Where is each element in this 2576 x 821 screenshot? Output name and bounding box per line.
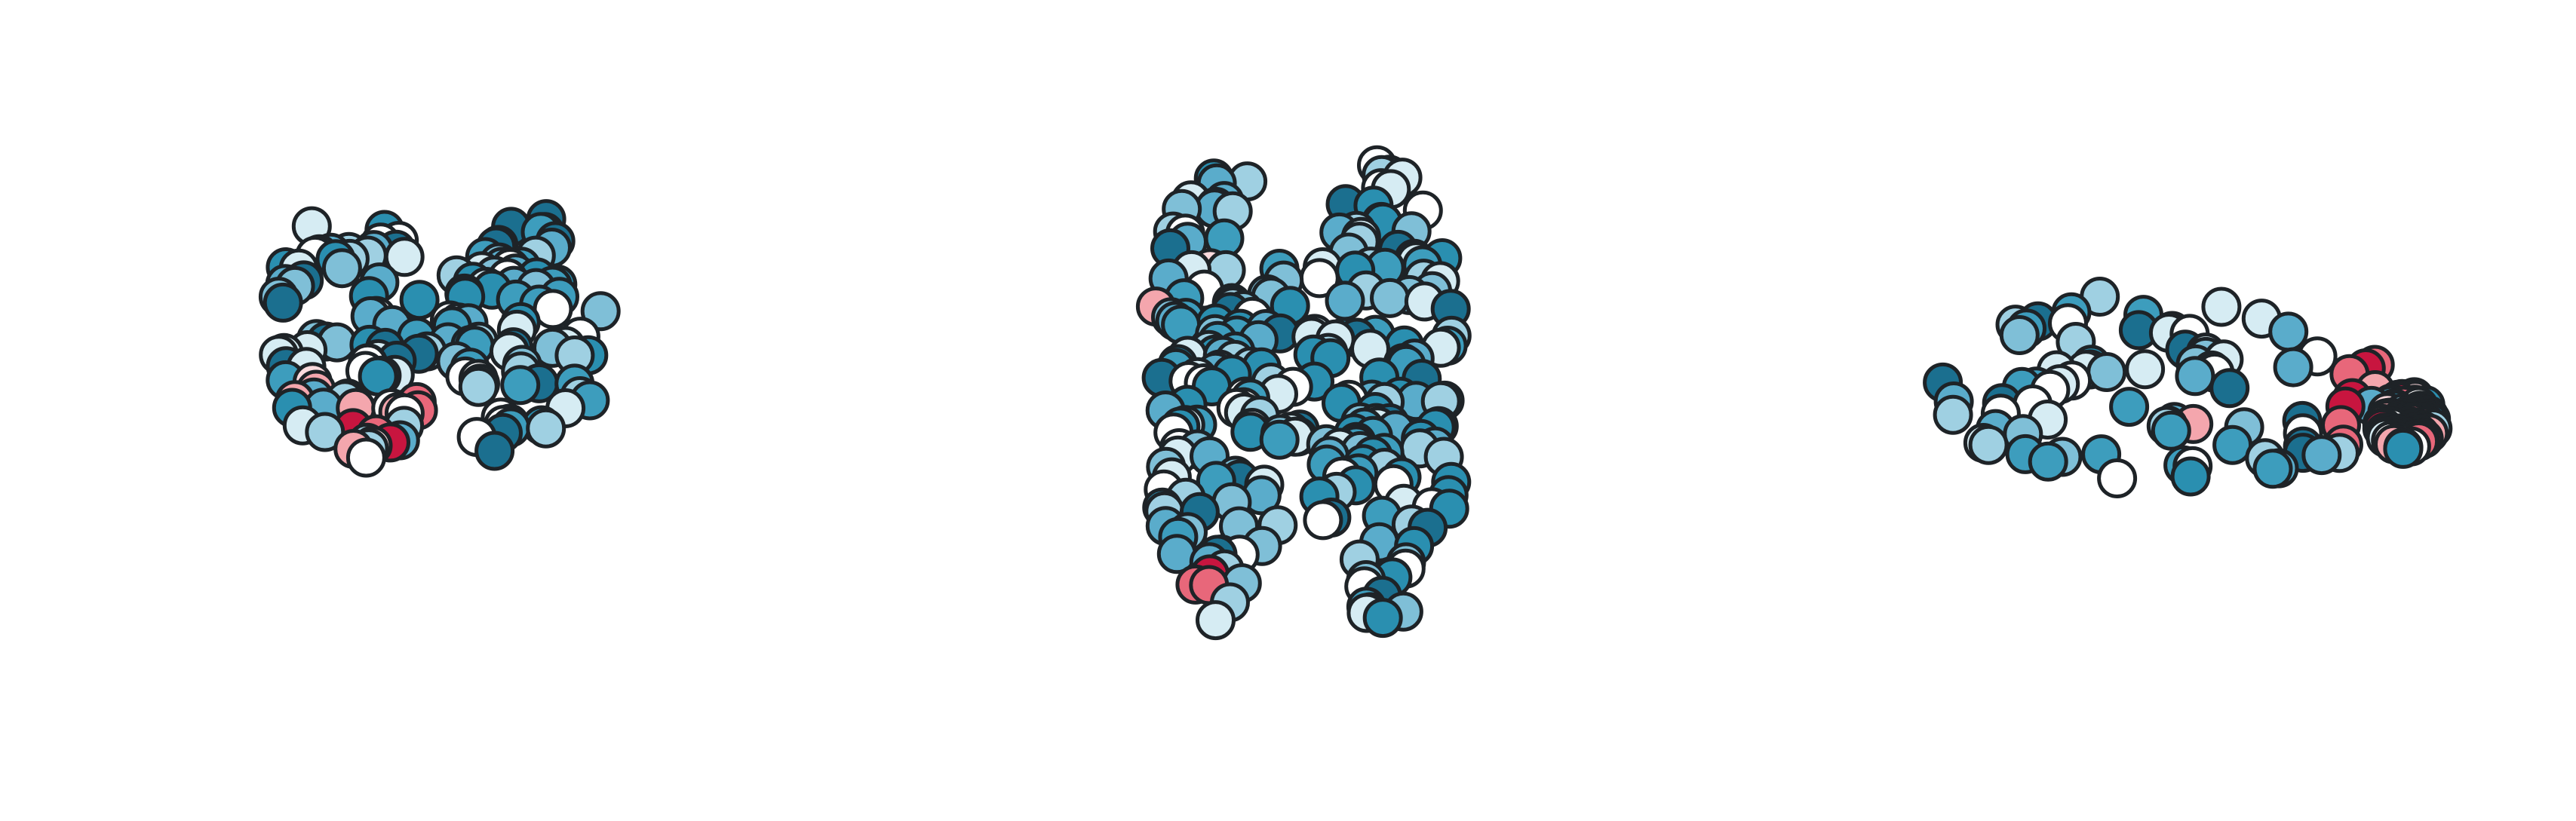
node-marker	[2175, 356, 2215, 397]
node-marker	[458, 366, 499, 407]
coronal-view	[258, 199, 621, 478]
node-marker	[2125, 349, 2166, 390]
node-marker	[1325, 280, 1365, 321]
node-marker	[2170, 456, 2211, 497]
node-marker	[2301, 435, 2342, 476]
node-marker	[2086, 352, 2127, 392]
node-marker	[2209, 368, 2250, 409]
sagittal-view	[1923, 277, 2453, 498]
node-marker	[1933, 394, 1973, 435]
node-marker	[1259, 419, 1300, 460]
node-marker	[2151, 410, 2191, 451]
node-marker	[2383, 428, 2424, 469]
node-marker	[2273, 347, 2313, 388]
node-marker	[1370, 277, 1410, 318]
node-marker	[1999, 315, 2040, 355]
node-marker	[2268, 311, 2309, 352]
node-marker	[526, 408, 566, 449]
node-marker	[474, 430, 515, 471]
node-marker	[1362, 598, 1403, 639]
node-marker	[2097, 458, 2138, 498]
node-marker	[500, 365, 541, 406]
node-marker	[1968, 424, 2009, 465]
node-marker	[1303, 500, 1343, 541]
node-marker	[345, 437, 386, 478]
node-marker	[2201, 286, 2242, 327]
node-marker	[2028, 441, 2068, 482]
node-marker	[384, 237, 425, 277]
node-marker	[2109, 387, 2150, 427]
axial-view	[1135, 145, 1472, 641]
node-marker	[2252, 449, 2293, 489]
node-marker	[321, 248, 362, 289]
node-marker	[263, 282, 303, 323]
node-marker	[1196, 600, 1236, 641]
